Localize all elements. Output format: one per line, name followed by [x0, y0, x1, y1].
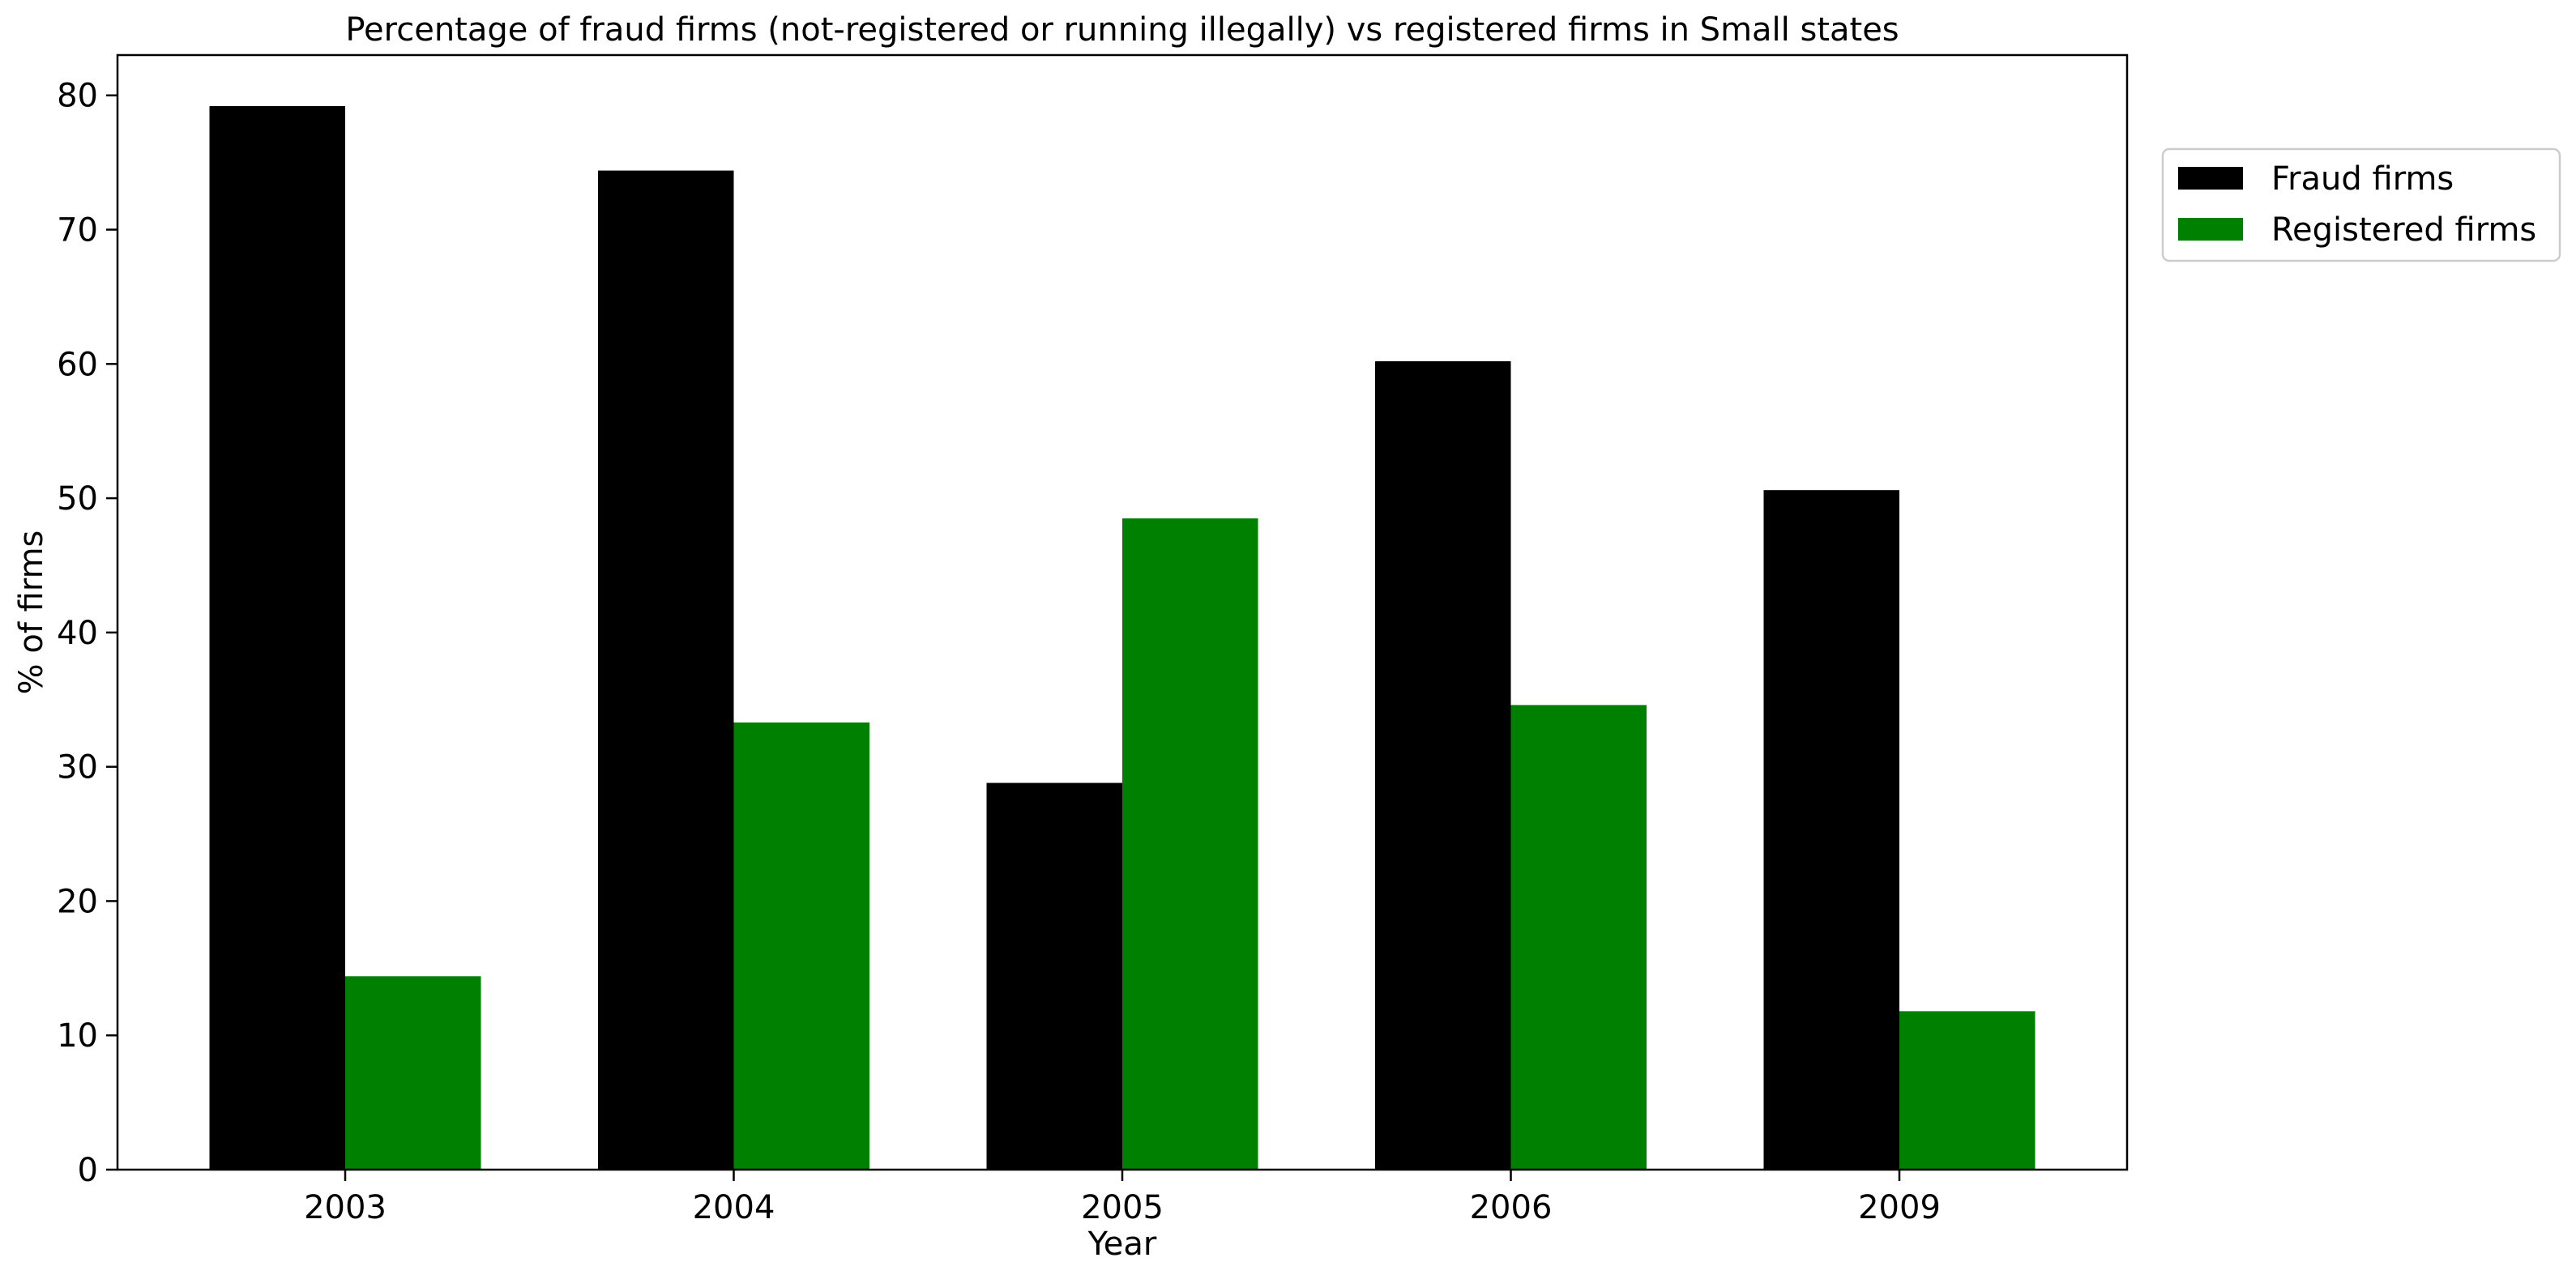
- x-tick-label-2004: 2004: [693, 1189, 775, 1226]
- legend-label-fraud-firms: Fraud firms: [2271, 160, 2454, 198]
- legend-box: [2161, 147, 2561, 262]
- y-tick-label: 0: [78, 1152, 98, 1189]
- bar-fraud-firms-2006: [1375, 360, 1511, 1170]
- y-tick-label: 40: [57, 615, 98, 652]
- bar-fraud-firms-2005: [986, 782, 1122, 1170]
- plot-frame: [116, 53, 2129, 1171]
- x-tick-label-2006: 2006: [1470, 1189, 1553, 1226]
- bar-registered-firms-2004: [733, 722, 869, 1170]
- bar-fraud-firms-2009: [1763, 490, 1899, 1170]
- y-tick-label: 60: [57, 346, 98, 383]
- y-axis: 0 10 20 30 40 50 60 70 80: [57, 78, 117, 1189]
- x-axis-label: Year: [1087, 1226, 1157, 1263]
- bar-registered-firms-2009: [1899, 1011, 2036, 1170]
- bar-fraud-firms-2003: [209, 105, 345, 1170]
- x-axis: 2003 2004 2005 2006 2009: [304, 1170, 1941, 1226]
- bars-group: [209, 105, 2036, 1170]
- legend-swatch-registered-firms: [2178, 218, 2243, 241]
- x-tick-label-2005: 2005: [1081, 1189, 1164, 1226]
- legend: Fraud firms Registered firms: [2161, 147, 2561, 262]
- y-tick-label: 80: [57, 78, 98, 115]
- bar-registered-firms-2003: [345, 976, 481, 1170]
- bar-fraud-firms-2004: [598, 170, 734, 1170]
- x-tick-label-2009: 2009: [1858, 1189, 1941, 1226]
- bar-registered-firms-2006: [1510, 705, 1647, 1170]
- legend-swatch-fraud-firms: [2178, 167, 2243, 190]
- x-tick-label-2003: 2003: [304, 1189, 387, 1226]
- y-tick-label: 10: [57, 1017, 98, 1055]
- chart-title: Percentage of fraud firms (not-registere…: [345, 11, 1899, 49]
- y-axis-label: % of firms: [13, 531, 50, 695]
- y-tick-label: 50: [57, 480, 98, 518]
- legend-label-registered-firms: Registered firms: [2271, 211, 2536, 249]
- y-tick-label: 70: [57, 212, 98, 249]
- y-tick-label: 30: [57, 749, 98, 787]
- bar-registered-firms-2005: [1122, 518, 1258, 1170]
- y-tick-label: 20: [57, 883, 98, 920]
